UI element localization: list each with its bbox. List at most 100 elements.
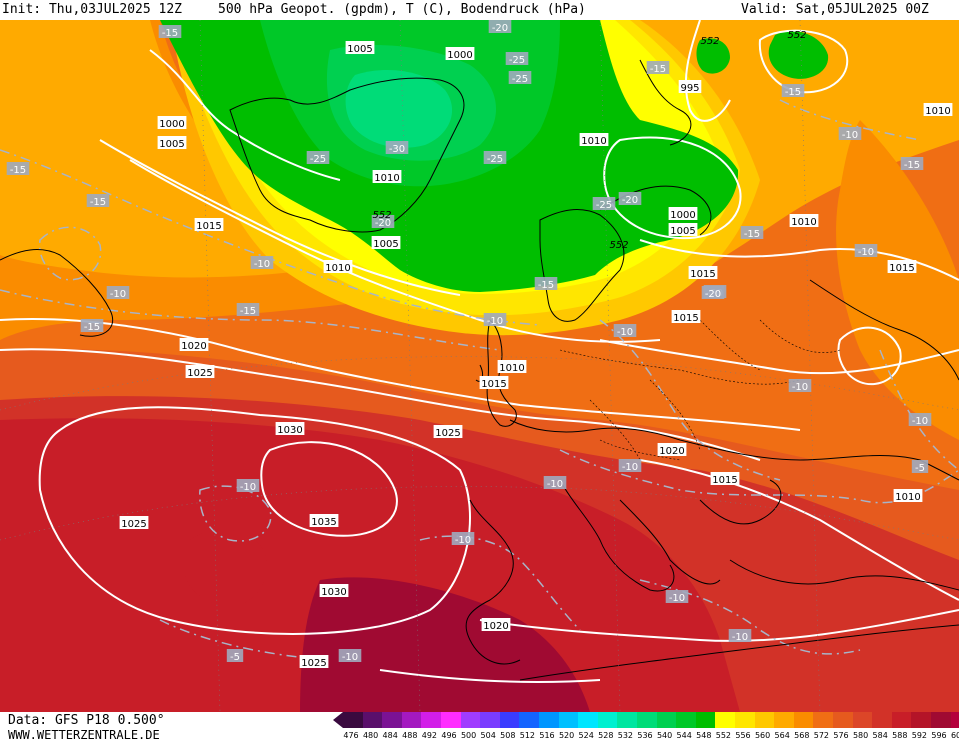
scale-tick-label: 560: [754, 731, 771, 740]
scale-swatch: [421, 712, 442, 728]
isobar-label-text: 1005: [373, 239, 398, 250]
scale-swatch: [813, 712, 834, 728]
isobar-label: 1015: [194, 218, 224, 232]
temperature-label-bg: [371, 215, 395, 228]
temperature-label-bg: [338, 649, 362, 662]
field-564-west: [0, 20, 310, 278]
temperature-label: -10: [106, 286, 130, 300]
scale-swatch: [852, 712, 873, 728]
isobar-label-bg: [179, 338, 209, 351]
isobar-label: 1010: [789, 214, 819, 228]
isobar-label-bg: [371, 236, 401, 249]
scale-tick-label: 600: [950, 731, 959, 740]
temperature-label: -20: [701, 286, 725, 300]
scale-tick-label: 580: [852, 731, 869, 740]
isobar-label-text: 1020: [659, 446, 684, 457]
temperature-label-text: -20: [375, 218, 391, 229]
isobar-label-text: 1010: [925, 106, 950, 117]
scale-swatch: [617, 712, 638, 728]
isobar-label: 1010: [323, 260, 353, 274]
temperature-label: -10: [908, 413, 932, 427]
temperature-label-bg: [488, 20, 512, 33]
scale-tick-label: 500: [460, 731, 477, 740]
scale-swatch: [676, 712, 697, 728]
scale-tick-label: 552: [715, 731, 732, 740]
isobar-label-bg: [309, 514, 339, 527]
temperature-label: -10: [728, 629, 752, 643]
temperature-label-text: -20: [705, 289, 721, 300]
field-548-east-blob: [696, 38, 730, 74]
isobar-label-text: 1020: [181, 341, 206, 352]
field-588b: [185, 529, 268, 606]
temperature-label: -30: [385, 141, 409, 155]
temperature-label: -10: [613, 324, 637, 338]
isobar-label-bg: [481, 618, 511, 631]
temperature-label-text: -5: [915, 463, 925, 474]
temperature-label: -10: [451, 532, 475, 546]
scale-swatch: [578, 712, 599, 728]
scale-tick-label: 536: [637, 731, 653, 740]
scale-swatch: [441, 712, 462, 728]
temperature-label-text: -10: [732, 632, 748, 643]
isobar-label-text: 1010: [581, 136, 606, 147]
scale-tick-label: 504: [480, 731, 496, 740]
isobar-label: 1000: [445, 47, 475, 61]
temperature-label: -20: [488, 20, 512, 34]
temperature-label-bg: [250, 256, 274, 269]
isobar-label-bg: [923, 103, 953, 116]
temperature-label-bg: [483, 313, 507, 326]
temperature-label-text: -15: [240, 306, 256, 317]
isobar-label: 1015: [479, 376, 509, 390]
field-536-core: [345, 70, 453, 148]
isobar-label: 1025: [119, 516, 149, 530]
isobar-label-text: 1015: [481, 379, 506, 390]
temperature-label: -10: [483, 313, 507, 327]
scale-tick-label: 492: [421, 731, 438, 740]
temperature-label: -15: [646, 61, 670, 75]
scale-swatch: [735, 712, 756, 728]
scale-tick-label: 488: [402, 731, 418, 740]
temperature-label: -15: [86, 194, 110, 208]
scale-swatch: [911, 712, 932, 728]
isobar-label-bg: [299, 655, 329, 668]
isobar-label-bg: [657, 443, 687, 456]
isobar-label-text: 1015: [690, 269, 715, 280]
geopotential-label: 552: [609, 240, 628, 251]
temperature-label-text: -10: [858, 247, 874, 258]
scale-swatch: [499, 712, 520, 728]
field-east-orange: [836, 120, 959, 440]
isobar-label: 1010: [893, 489, 923, 503]
temperature-label-bg: [505, 52, 529, 65]
isobar-label-text: 1025: [301, 658, 326, 669]
isobar-label: 1035: [309, 514, 339, 528]
temperature-label: -10: [665, 590, 689, 604]
scale-swatch: [656, 712, 677, 728]
scale-tick-label: 528: [598, 731, 614, 740]
field-596: [300, 577, 590, 712]
isobar-label: 1005: [371, 236, 401, 250]
temperature-label-bg: [226, 649, 244, 662]
scale-swatch: [519, 712, 540, 728]
init-time: Init: Thu,03JUL2025 12Z: [2, 2, 183, 17]
scale-swatch: [343, 712, 364, 728]
temperature-label-text: -10: [792, 382, 808, 393]
isobar-label: 995: [678, 80, 702, 94]
temperature-label-bg: [158, 25, 182, 38]
isobar-label-bg: [671, 310, 701, 323]
field-588: [0, 418, 740, 712]
isobar-label-bg: [479, 376, 509, 389]
scale-tick-label: 532: [617, 731, 634, 740]
isobar-label: 1015: [710, 472, 740, 486]
isobar-label-text: 1025: [435, 428, 460, 439]
temperature-label: -10: [236, 479, 260, 493]
temperature-label-bg: [908, 413, 932, 426]
map-title: 500 hPa Geopot. (gpdm), T (C), Bodendruc…: [218, 2, 586, 17]
isobar-label-bg: [887, 260, 917, 273]
isobar-label-text: 1010: [325, 263, 350, 274]
isobar-label: 1015: [887, 260, 917, 274]
isobar-label-text: 1010: [791, 217, 816, 228]
scale-tick-label: 484: [382, 731, 398, 740]
temperature-label-text: -30: [389, 144, 405, 155]
temperature-label-text: -15: [84, 322, 100, 333]
isobar-label-bg: [579, 133, 609, 146]
